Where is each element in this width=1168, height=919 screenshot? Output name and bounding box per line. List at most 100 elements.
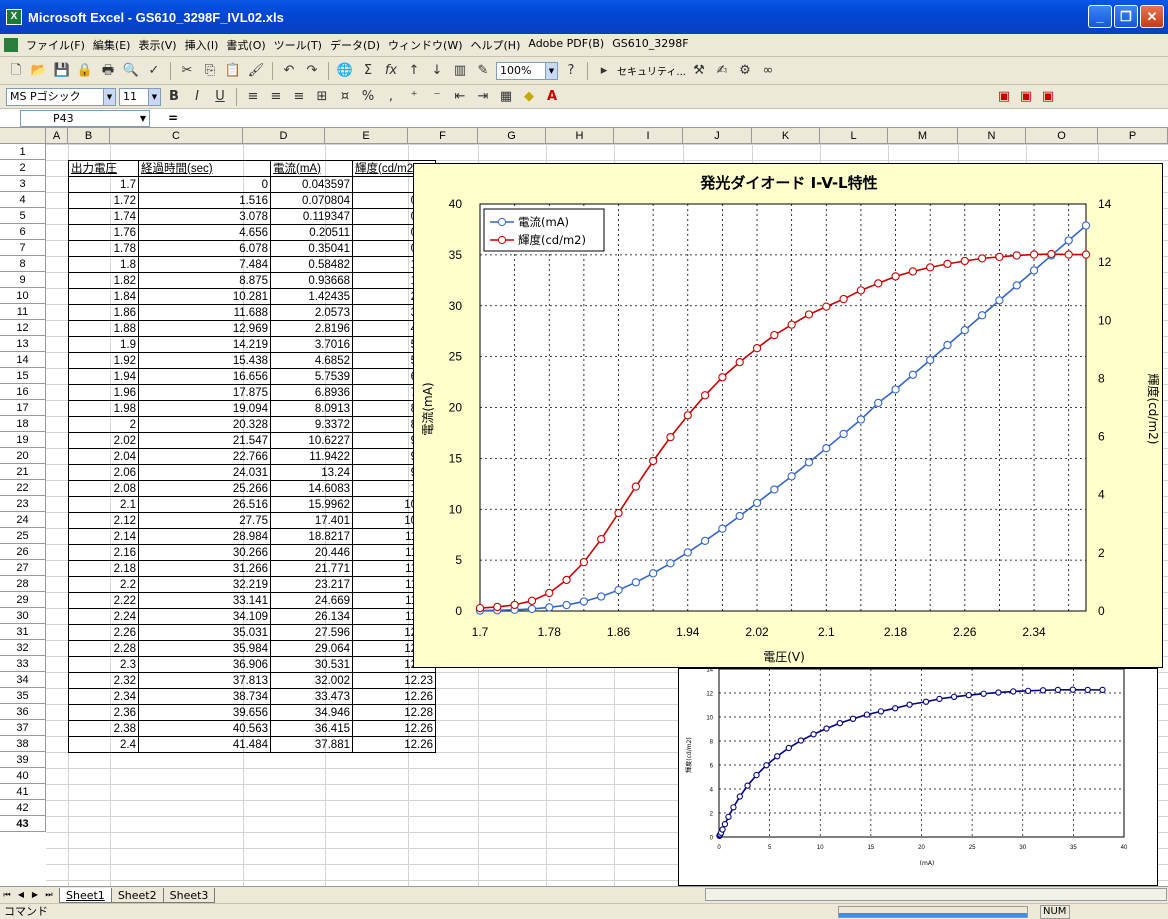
preview-icon[interactable]: 🔍 — [122, 62, 140, 78]
design-mode-icon[interactable]: ✍ — [716, 62, 728, 78]
menu-item-5[interactable]: ツール(T) — [273, 39, 322, 52]
table-cell[interactable]: 26.516 — [138, 496, 271, 513]
table-cell[interactable]: 37.813 — [138, 672, 271, 689]
iv-l-chart[interactable]: 0 5 10 15 20 25 30 35 40 0 2 4 6 8 10 12 14 1.7 1.78 1.86 1.… — [413, 163, 1163, 668]
row-header-2[interactable]: 2 — [0, 160, 46, 176]
table-cell[interactable]: 34.109 — [138, 608, 271, 625]
table-cell[interactable]: 2.18 — [68, 560, 139, 577]
table-cell[interactable]: 2.34 — [68, 688, 139, 705]
table-cell[interactable]: 0 — [138, 176, 271, 193]
font-color-icon[interactable]: A — [546, 88, 558, 104]
table-cell[interactable]: 17.401 — [270, 512, 353, 529]
column-header-K[interactable]: K — [752, 128, 820, 144]
row-header-27[interactable]: 27 — [0, 560, 46, 576]
open-icon[interactable]: 📂 — [30, 62, 48, 78]
function-icon[interactable]: fx — [384, 62, 398, 78]
table-cell[interactable]: 27.596 — [270, 624, 353, 641]
excel-icon[interactable]: X — [6, 9, 22, 25]
pdf-mail-icon[interactable]: ▣ — [1019, 88, 1033, 104]
save-icon[interactable]: 💾 — [53, 62, 71, 78]
row-header-25[interactable]: 25 — [0, 528, 46, 544]
table-cell[interactable]: 24.669 — [270, 592, 353, 609]
table-cell[interactable]: 10.281 — [138, 288, 271, 305]
table-cell[interactable]: 24.031 — [138, 464, 271, 481]
row-header-40[interactable]: 40 — [0, 768, 46, 784]
italic-icon[interactable]: I — [195, 88, 199, 104]
table-cell[interactable]: 14.219 — [138, 336, 271, 353]
table-cell[interactable]: 1.96 — [68, 384, 139, 401]
table-cell[interactable]: 8.875 — [138, 272, 271, 289]
column-header-H[interactable]: H — [546, 128, 614, 144]
table-cell[interactable]: 37.881 — [270, 736, 353, 753]
table-cell[interactable]: 2.1 — [68, 496, 139, 513]
table-cell[interactable]: 2.04 — [68, 448, 139, 465]
copy-icon[interactable]: ⎘ — [204, 62, 216, 78]
row-header-30[interactable]: 30 — [0, 608, 46, 624]
row-header-32[interactable]: 32 — [0, 640, 46, 656]
table-cell[interactable]: 7.484 — [138, 256, 271, 273]
table-cell[interactable]: 12.26 — [352, 688, 436, 705]
table-cell[interactable]: 2.36 — [68, 704, 139, 721]
table-cell[interactable]: 34.946 — [270, 704, 353, 721]
table-cell[interactable]: 2.32 — [68, 672, 139, 689]
row-header-23[interactable]: 23 — [0, 496, 46, 512]
chevron-down-icon[interactable]: ▼ — [545, 62, 557, 79]
table-cell[interactable]: 13.24 — [270, 464, 353, 481]
table-cell[interactable]: 40.563 — [138, 720, 271, 737]
column-header-D[interactable]: D — [243, 128, 325, 144]
row-header-4[interactable]: 4 — [0, 192, 46, 208]
column-header-I[interactable]: I — [614, 128, 683, 144]
table-cell[interactable]: 17.875 — [138, 384, 271, 401]
row-header-7[interactable]: 7 — [0, 240, 46, 256]
row-header-37[interactable]: 37 — [0, 720, 46, 736]
row-header-33[interactable]: 33 — [0, 656, 46, 672]
table-cell[interactable]: 4.6852 — [270, 352, 353, 369]
table-cell[interactable]: 14.6083 — [270, 480, 353, 497]
visual-basic-icon[interactable]: ⚙ — [739, 62, 751, 78]
align-center-icon[interactable]: ≡ — [270, 88, 282, 104]
last-sheet-icon[interactable]: ⏭ — [45, 890, 53, 899]
table-cell[interactable]: 1.74 — [68, 208, 139, 225]
row-header-35[interactable]: 35 — [0, 688, 46, 704]
row-header-42[interactable]: 42 — [0, 800, 46, 816]
column-header-F[interactable]: F — [408, 128, 478, 144]
indent-icon[interactable]: ⇥ — [477, 88, 489, 104]
table-cell[interactable]: 5.7539 — [270, 368, 353, 385]
row-header-43[interactable]: 43 — [0, 816, 46, 832]
table-cell[interactable]: 2.02 — [68, 432, 139, 449]
table-cell[interactable]: 18.8217 — [270, 528, 353, 545]
row-header-6[interactable]: 6 — [0, 224, 46, 240]
table-cell[interactable]: 32.219 — [138, 576, 271, 593]
menu-item-0[interactable]: ファイル(F) — [26, 39, 85, 52]
table-cell[interactable]: 35.984 — [138, 640, 271, 657]
sort-desc-icon[interactable]: ↓ — [431, 62, 443, 78]
column-header-E[interactable]: E — [325, 128, 408, 144]
spelling-icon[interactable]: ✓ — [148, 62, 160, 78]
row-header-39[interactable]: 39 — [0, 752, 46, 768]
table-cell[interactable]: 25.266 — [138, 480, 271, 497]
play-icon[interactable]: ▸ — [600, 62, 608, 78]
row-header-13[interactable]: 13 — [0, 336, 46, 352]
table-cell[interactable]: 4.656 — [138, 224, 271, 241]
row-header-10[interactable]: 10 — [0, 288, 46, 304]
row-header-5[interactable]: 5 — [0, 208, 46, 224]
table-cell[interactable]: 33.473 — [270, 688, 353, 705]
row-header-41[interactable]: 41 — [0, 784, 46, 800]
table-cell[interactable]: 2.06 — [68, 464, 139, 481]
sort-asc-icon[interactable]: ↑ — [408, 62, 420, 78]
table-cell[interactable]: 38.734 — [138, 688, 271, 705]
first-sheet-icon[interactable]: ⏮ — [3, 890, 11, 899]
row-header-21[interactable]: 21 — [0, 464, 46, 480]
menu-item-8[interactable]: ヘルプ(H) — [470, 39, 521, 52]
table-cell[interactable]: 2.0573 — [270, 304, 353, 321]
align-right-icon[interactable]: ≡ — [293, 88, 305, 104]
table-cell[interactable]: 39.656 — [138, 704, 271, 721]
redo-icon[interactable]: ↷ — [306, 62, 318, 78]
chevron-down-icon[interactable]: ▼ — [103, 88, 115, 105]
table-cell[interactable]: 10.6227 — [270, 432, 353, 449]
table-cell[interactable]: 12.23 — [352, 672, 436, 689]
table-cell[interactable]: 21.547 — [138, 432, 271, 449]
column-label[interactable]: 電流(mA) — [270, 160, 353, 177]
table-cell[interactable]: 3.7016 — [270, 336, 353, 353]
table-cell[interactable]: 0.58482 — [270, 256, 353, 273]
